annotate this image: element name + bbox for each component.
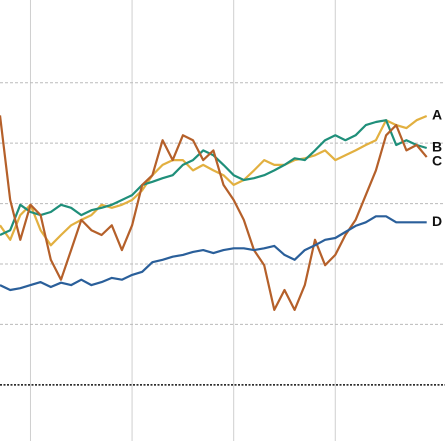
series-label: C — [432, 153, 442, 169]
series-label: B — [432, 139, 442, 155]
series-line — [0, 115, 428, 311]
series-label: A — [432, 107, 442, 123]
series-line — [0, 215, 427, 292]
series-line — [0, 119, 428, 236]
series-label: D — [432, 213, 442, 229]
series-line — [0, 114, 428, 247]
